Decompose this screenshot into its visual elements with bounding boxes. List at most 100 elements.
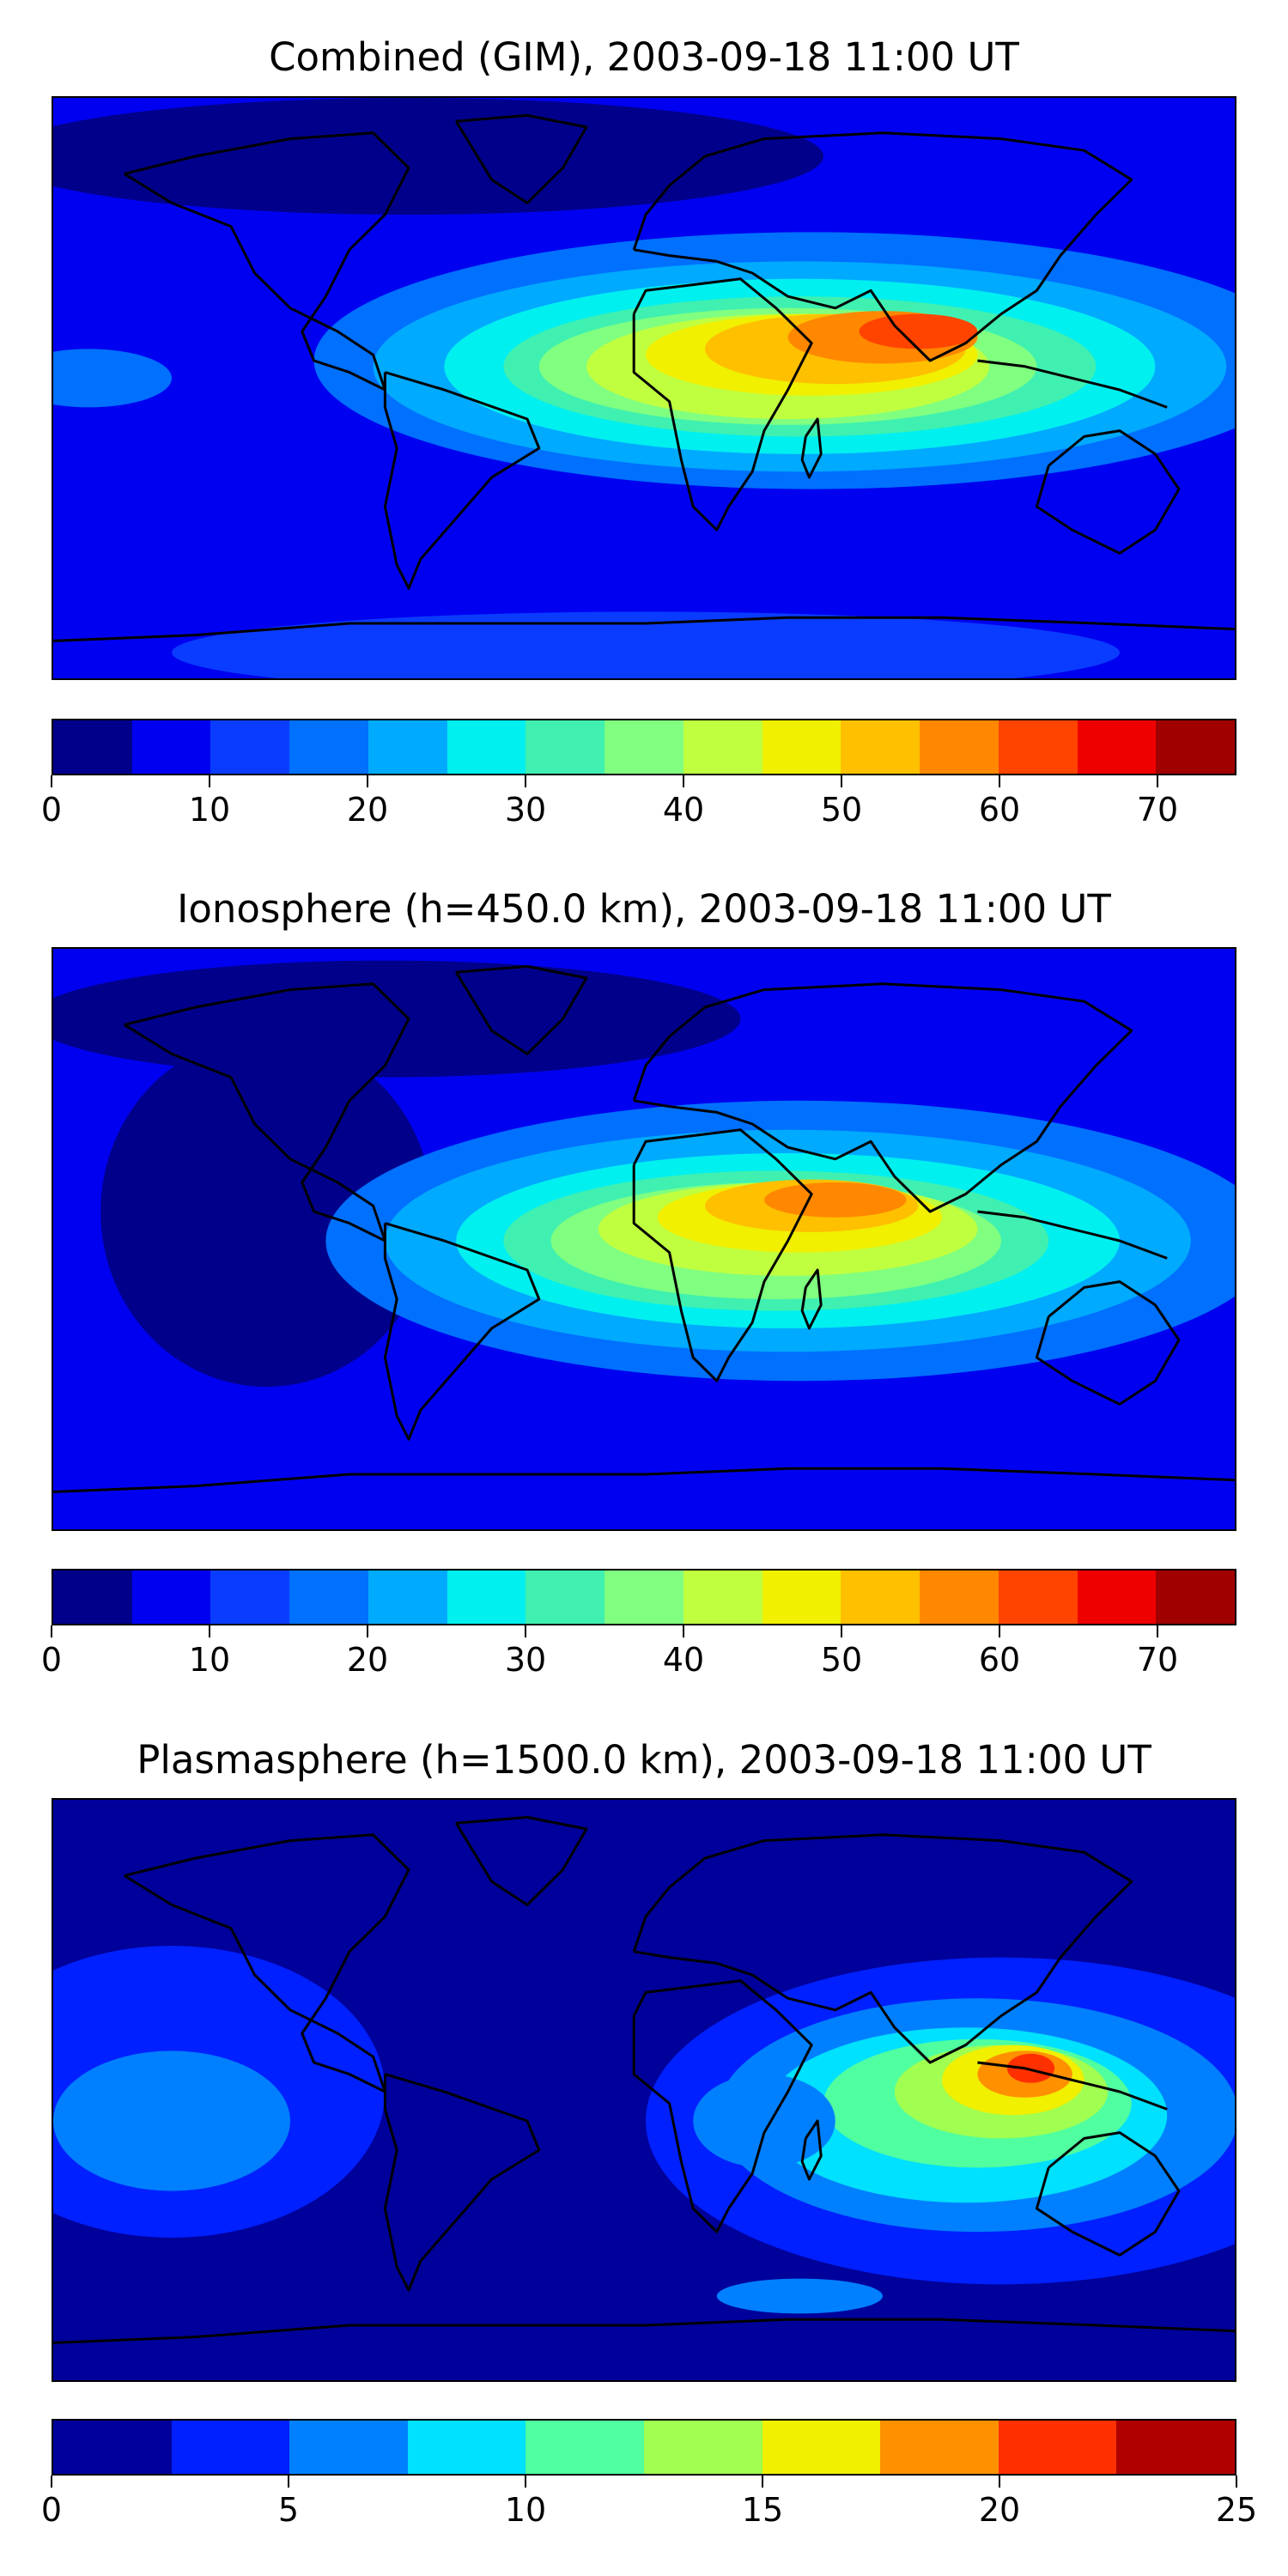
- panel-title-combined: Combined (GIM), 2003-09-18 11:00 UT: [269, 34, 1019, 80]
- colorbar-segment: [920, 1571, 999, 1624]
- coastline: [632, 131, 1133, 362]
- colorbar-tick-label: 70: [1136, 791, 1179, 829]
- contour-region: [53, 960, 741, 1078]
- coastline: [800, 2119, 823, 2181]
- colorbar-segment: [368, 720, 447, 774]
- contour-region: [764, 1182, 907, 1218]
- colorbar-tick: [209, 1625, 210, 1637]
- colorbar-tick-label: 50: [820, 791, 863, 829]
- colorbar-tick: [51, 2476, 52, 2488]
- colorbar-tick-label: 0: [40, 1641, 63, 1679]
- contour-region: [53, 98, 823, 215]
- colorbar-segment: [643, 2421, 762, 2474]
- colorbar-segment: [53, 2421, 172, 2474]
- coastline: [1035, 1280, 1181, 1406]
- contour-region: [100, 1036, 433, 1387]
- colorbar-tick-label: 70: [1136, 1641, 1179, 1679]
- contour-region: [53, 2050, 290, 2191]
- colorbar-segment: [920, 720, 999, 774]
- colorbar-tick-label: 60: [978, 791, 1021, 829]
- colorbar-combined: [52, 719, 1236, 775]
- colorbar-tick-label: 10: [188, 1641, 231, 1679]
- colorbar-tick-label: 0: [40, 791, 63, 829]
- colorbar-segment: [53, 720, 132, 774]
- coastline: [383, 2073, 541, 2292]
- map-ionosphere: [52, 947, 1236, 1531]
- colorbar-tick-label: 5: [277, 2491, 300, 2529]
- colorbar-tick: [51, 775, 52, 787]
- coastline: [124, 982, 410, 1242]
- colorbar-tick-label: 60: [978, 1641, 1021, 1679]
- colorbar-tick-label: 20: [978, 2491, 1021, 2529]
- coastline: [632, 1128, 813, 1382]
- colorbar-segment: [407, 2421, 526, 2474]
- colorbar-segment: [447, 1571, 526, 1624]
- colorbar-segment: [998, 1571, 1078, 1624]
- colorbar-tick-label: 0: [40, 2491, 63, 2529]
- colorbar-tick-label: 40: [662, 1641, 705, 1679]
- colorbar-segment: [53, 1571, 132, 1624]
- coastline: [977, 2061, 1168, 2111]
- coastline: [1035, 429, 1181, 555]
- colorbar-segment: [683, 720, 762, 774]
- colorbar-segment: [1156, 1571, 1236, 1624]
- coastline: [1035, 2131, 1181, 2257]
- coastline: [454, 113, 588, 204]
- panel-title-plasmasphere: Plasmasphere (h=1500.0 km), 2003-09-18 1…: [137, 1737, 1151, 1783]
- coastline: [124, 131, 410, 392]
- colorbar-tick: [683, 775, 684, 787]
- coastline: [800, 417, 823, 479]
- panel-title-ionosphere: Ionosphere (h=450.0 km), 2003-09-18 11:0…: [177, 886, 1111, 932]
- map-combined-gim: [52, 96, 1236, 680]
- colorbar-segment: [526, 2421, 644, 2474]
- map-svg: [53, 949, 1235, 1529]
- colorbar-segment: [526, 1571, 605, 1624]
- colorbar-tick: [1157, 1625, 1158, 1637]
- coastline: [977, 359, 1168, 409]
- colorbar-segment: [368, 1571, 447, 1624]
- colorbar-segment: [1116, 2421, 1235, 2474]
- colorbar-segment: [210, 1571, 290, 1624]
- colorbar-tick: [841, 775, 842, 787]
- contour-region: [1006, 2053, 1055, 2083]
- colorbar-tick: [367, 775, 368, 787]
- colorbar-tick: [51, 1625, 52, 1637]
- colorbar-segment: [131, 1571, 211, 1624]
- colorbar-segment: [210, 720, 290, 774]
- colorbar-segment: [1077, 720, 1157, 774]
- coastline: [53, 1467, 1235, 1493]
- colorbar-segment: [880, 2421, 999, 2474]
- colorbar-tick: [999, 1625, 1000, 1637]
- contour-region: [53, 349, 172, 408]
- colorbar-tick: [525, 775, 526, 787]
- colorbar-segment: [605, 1571, 683, 1624]
- colorbar-tick: [209, 775, 210, 787]
- colorbar-tick: [999, 775, 1000, 787]
- colorbar-segment: [605, 720, 683, 774]
- colorbar-segment: [998, 2421, 1117, 2474]
- colorbar-segment: [447, 720, 526, 774]
- colorbar-tick-label: 20: [346, 1641, 389, 1679]
- contour-region: [693, 2074, 835, 2168]
- contour-region: [859, 313, 978, 349]
- colorbar-tick-label: 30: [504, 1641, 547, 1679]
- colorbar-segment: [289, 720, 368, 774]
- coastline: [454, 964, 588, 1055]
- coastline: [632, 1833, 1133, 2064]
- map-svg: [53, 1800, 1235, 2380]
- colorbar-segment: [289, 2421, 408, 2474]
- colorbar-segment: [841, 1571, 920, 1624]
- colorbar-tick-label: 10: [188, 791, 231, 829]
- colorbar-segment: [683, 1571, 762, 1624]
- colorbar-tick-label: 15: [741, 2491, 784, 2529]
- map-plasmasphere: [52, 1798, 1236, 2382]
- colorbar-segment: [762, 1571, 841, 1624]
- colorbar-plasmasphere: [52, 2419, 1236, 2476]
- contour-region: [716, 2278, 883, 2314]
- colorbar-tick: [683, 1625, 684, 1637]
- colorbar-tick-label: 50: [820, 1641, 863, 1679]
- coastline: [632, 1979, 813, 2233]
- contour-region: [172, 611, 1120, 678]
- coastline: [53, 616, 1235, 642]
- map-svg: [53, 98, 1235, 678]
